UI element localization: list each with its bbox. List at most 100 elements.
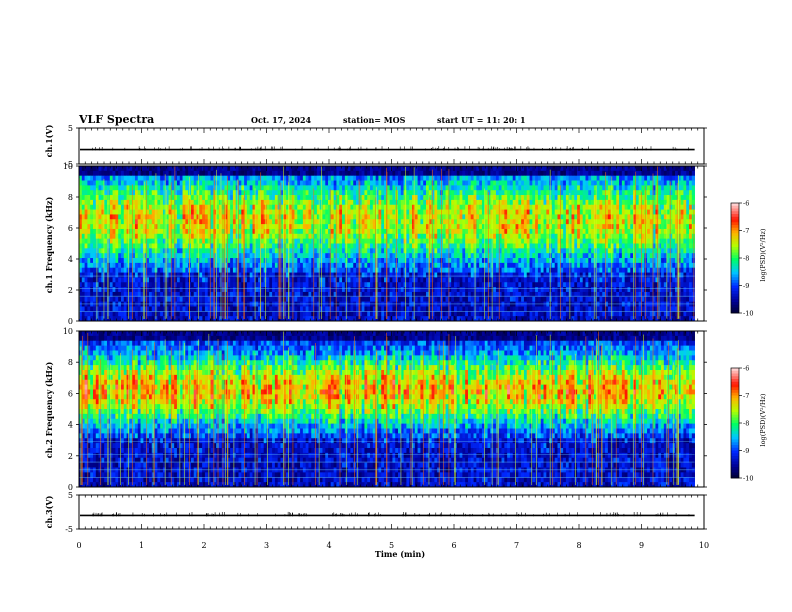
spectrogram-cell [300,262,304,269]
spectrogram-cell [403,224,407,230]
spectrogram-cell [465,185,469,191]
spectrogram-cell [165,219,169,225]
spectrogram-cell [364,214,368,220]
spectrogram-cell [328,195,332,201]
spectrogram-cell [134,262,139,269]
spectrogram-cell [98,224,102,230]
spectrogram-cell [557,199,561,206]
spectrogram-cell [596,233,600,239]
spectrogram-cell [627,209,631,215]
spectrogram-cell [297,258,301,264]
spectrogram-cell [571,224,575,230]
spectrogram-cell [431,233,435,239]
spectrogram-cell [633,214,637,220]
spectrogram-cell [672,248,676,254]
spectrogram-cell [686,248,690,254]
spectrogram-cell [495,209,500,215]
spectrogram-cell [339,258,343,264]
spectrogram-cell [437,180,441,186]
spectrogram-cell [616,190,620,196]
spectrogram-cell [190,175,195,181]
spectrogram-cell [602,204,606,210]
spectrogram-cell [428,238,432,244]
spectrogram-cell [238,195,242,201]
spectrogram-cell [392,180,396,186]
spectrogram-cell [90,175,94,181]
spectrogram-cell [300,170,304,177]
spectrogram-cell [616,195,620,201]
spectrogram-cell [554,180,558,186]
spectrogram-cell [123,253,127,259]
spectrogram-cell [182,175,186,181]
spectrogram-cell [509,180,514,186]
spectrogram-cell [367,224,371,230]
spectrogram-cell [342,185,346,191]
spectrogram-cell [129,214,133,220]
spectrogram-cell [417,199,421,206]
spectrogram-cell [476,214,480,220]
spectrogram-cell [501,228,505,235]
spectrogram-cell [467,175,472,181]
spectrogram-cell [677,195,681,201]
spectrogram-cell [529,233,533,239]
spectrogram-cell [314,209,318,215]
spectrogram-cell [476,243,480,249]
spectrogram-cell [551,199,556,206]
spectrogram-cell [123,262,127,269]
spectrogram-cell [616,214,620,220]
spectrogram-cell [549,170,553,177]
spectrogram-cell [456,219,460,225]
spectrogram-cell [151,166,155,172]
spectrogram-cell [148,166,153,172]
spectrogram-cell [649,219,653,225]
spectrogram-cell [370,190,374,196]
spectrogram-cell [462,209,466,215]
spectrogram-cell [529,228,533,235]
spectrogram-cell [106,209,111,215]
spectrogram-cell [683,238,687,244]
spectrogram-cell [207,258,211,264]
spectrogram-cell [571,175,575,181]
spectrogram-cell [579,195,584,201]
spectrogram-cell [370,170,374,177]
spectrogram-cell [109,170,113,177]
spectrogram-cell [87,243,91,249]
spectrogram-cell [467,248,472,254]
spectrogram-cell [473,195,477,201]
spectrogram-cell [459,219,463,225]
spectrogram-cell [655,199,659,206]
spectrogram-cell [507,228,511,235]
spectrogram-cell [193,175,197,181]
spectrogram-cell [272,175,276,181]
spectrogram-cell [384,253,388,259]
spectrogram-cell [453,228,458,235]
spectrogram-cell [453,199,458,206]
spectrogram-cell [462,175,466,181]
spectrogram-cell [288,219,293,225]
spectrogram-cell [523,209,528,215]
spectrogram-cell [272,170,276,177]
spectrogram-cell [263,175,267,181]
spectrogram-cell [658,199,662,206]
spectrogram-cell [487,204,491,210]
spectrogram-cell [414,170,418,177]
spectrogram-cell [182,243,186,249]
spectrogram-cell [372,214,376,220]
spectrogram-cell [260,243,265,249]
figure-title: VLF Spectra [78,113,154,126]
spectrogram-cell [630,170,634,177]
spectrogram-cell [179,248,183,254]
spectrogram-cell [241,195,245,201]
spectrogram-cell [294,209,298,215]
spectrogram-cell [616,228,620,235]
spectrogram-cell [518,233,522,239]
spectrogram-cell [605,224,609,230]
spectrogram-cell [283,195,287,201]
spectrogram-cell [92,267,97,273]
spectrogram-cell [134,233,139,239]
spectrogram-cell [563,219,567,225]
spectrogram-cell [249,258,253,264]
spectrogram-cell [403,262,407,269]
spectrogram-cell [518,199,522,206]
spectrogram-cell [336,233,340,239]
